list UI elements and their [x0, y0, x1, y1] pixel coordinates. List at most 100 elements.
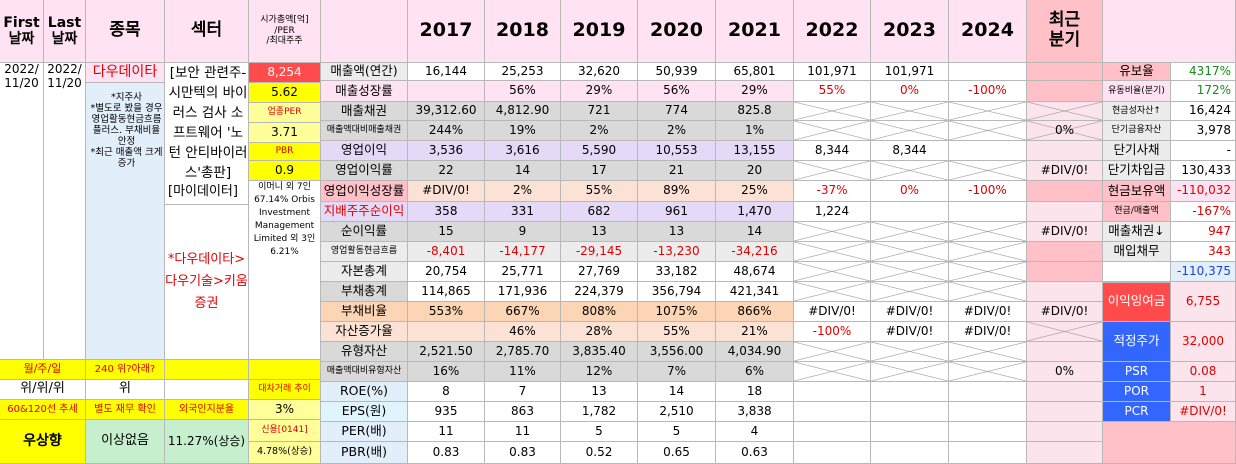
header-year-2018[interactable]: 2018	[485, 0, 561, 63]
row-5-2019[interactable]: 17	[561, 161, 638, 181]
row-12-2022[interactable]: #DIV/0!	[794, 302, 871, 322]
row-16-recent-quarter[interactable]	[1027, 382, 1103, 402]
row-17-2017[interactable]: 935	[408, 402, 485, 422]
row-9-2023[interactable]	[871, 242, 949, 262]
right-value-8[interactable]: 947	[1171, 222, 1236, 242]
row-14-recent-quarter[interactable]	[1027, 342, 1103, 362]
stock-name[interactable]: 다우데이타	[86, 63, 165, 83]
row-19-2019[interactable]: 0.52	[561, 442, 638, 464]
row-2-2017[interactable]: 39,312.60	[408, 102, 485, 121]
row-5-2020[interactable]: 21	[638, 161, 716, 181]
row-0-2017[interactable]: 16,144	[408, 63, 485, 81]
per-value[interactable]: 5.62	[249, 83, 321, 103]
row-9-2019[interactable]: -29,145	[561, 242, 638, 262]
row-14-2022[interactable]	[794, 342, 871, 362]
row-19-2021[interactable]: 0.63	[716, 442, 794, 464]
row-5-2021[interactable]: 20	[716, 161, 794, 181]
row-13-2024[interactable]: #DIV/0!	[949, 322, 1027, 342]
row-0-recent-quarter[interactable]	[1027, 63, 1103, 81]
row-4-2022[interactable]: 8,344	[794, 141, 871, 161]
row-13-2020[interactable]: 55%	[638, 322, 716, 342]
row-1-2022[interactable]: 55%	[794, 81, 871, 102]
row-9-2022[interactable]	[794, 242, 871, 262]
row-4-2024[interactable]	[949, 141, 1027, 161]
row-4-recent-quarter[interactable]	[1027, 141, 1103, 161]
row-11-2017[interactable]: 114,865	[408, 282, 485, 302]
row-11-2023[interactable]	[871, 282, 949, 302]
row-0-2022[interactable]: 101,971	[794, 63, 871, 81]
row-16-2020[interactable]: 14	[638, 382, 716, 402]
right-value-2[interactable]: 16,424	[1171, 102, 1236, 121]
row-14-2021[interactable]: 4,034.90	[716, 342, 794, 362]
row-8-2019[interactable]: 13	[561, 222, 638, 242]
row-2-2019[interactable]: 721	[561, 102, 638, 121]
row-17-2020[interactable]: 2,510	[638, 402, 716, 422]
row-10-2019[interactable]: 27,769	[561, 262, 638, 282]
row-16-2021[interactable]: 18	[716, 382, 794, 402]
row-9-2017[interactable]: -8,401	[408, 242, 485, 262]
header-year-2021[interactable]: 2021	[716, 0, 794, 63]
row-4-2021[interactable]: 13,155	[716, 141, 794, 161]
header-year-2024[interactable]: 2024	[949, 0, 1027, 63]
right-value-7[interactable]: -167%	[1171, 202, 1236, 222]
row-9-recent-quarter[interactable]	[1027, 242, 1103, 262]
separate-value[interactable]: 이상없음	[86, 420, 165, 464]
fair-price-value[interactable]: 32,000	[1171, 322, 1236, 362]
row-15-2020[interactable]: 7%	[638, 362, 716, 382]
row-6-2023[interactable]: 0%	[871, 181, 949, 202]
row-18-2019[interactable]: 5	[561, 422, 638, 442]
row-13-2018[interactable]: 46%	[485, 322, 561, 342]
header-year-2017[interactable]: 2017	[408, 0, 485, 63]
row-13-2022[interactable]: -100%	[794, 322, 871, 342]
row-7-recent-quarter[interactable]	[1027, 202, 1103, 222]
row-8-2022[interactable]	[794, 222, 871, 242]
row-1-2021[interactable]: 29%	[716, 81, 794, 102]
row-7-2022[interactable]: 1,224	[794, 202, 871, 222]
pbr-value[interactable]: 0.9	[249, 161, 321, 181]
row-19-2022[interactable]	[794, 442, 871, 464]
row-7-2023[interactable]	[871, 202, 949, 222]
row-6-recent-quarter[interactable]	[1027, 181, 1103, 202]
last-date-value[interactable]: 2022/ 11/20	[44, 63, 86, 360]
row-16-2017[interactable]: 8	[408, 382, 485, 402]
row-17-2024[interactable]	[949, 402, 1027, 422]
header-year-2022[interactable]: 2022	[794, 0, 871, 63]
row-3-2024[interactable]	[949, 121, 1027, 141]
row-13-2021[interactable]: 21%	[716, 322, 794, 342]
position-value[interactable]: 위	[86, 380, 165, 400]
row-6-2022[interactable]: -37%	[794, 181, 871, 202]
row-11-2018[interactable]: 171,936	[485, 282, 561, 302]
row-10-2022[interactable]	[794, 262, 871, 282]
row-1-2023[interactable]: 0%	[871, 81, 949, 102]
right-value-1[interactable]: 172%	[1171, 81, 1236, 102]
row-0-2024[interactable]	[949, 63, 1027, 81]
first-date-value[interactable]: 2022/ 11/20	[0, 63, 44, 360]
row-13-2019[interactable]: 28%	[561, 322, 638, 342]
row-17-2022[interactable]	[794, 402, 871, 422]
row-10-2020[interactable]: 33,182	[638, 262, 716, 282]
row-19-2020[interactable]: 0.65	[638, 442, 716, 464]
row-6-2017[interactable]: #DIV/0!	[408, 181, 485, 202]
row-0-2018[interactable]: 25,253	[485, 63, 561, 81]
row-7-2019[interactable]: 682	[561, 202, 638, 222]
row-12-2019[interactable]: 808%	[561, 302, 638, 322]
row-12-2023[interactable]: #DIV/0!	[871, 302, 949, 322]
row-5-2024[interactable]	[949, 161, 1027, 181]
row-9-2021[interactable]: -34,216	[716, 242, 794, 262]
header-year-2023[interactable]: 2023	[871, 0, 949, 63]
row-12-2024[interactable]: #DIV/0!	[949, 302, 1027, 322]
row-12-recent-quarter[interactable]: #DIV/0!	[1027, 302, 1103, 322]
row-2-2018[interactable]: 4,812.90	[485, 102, 561, 121]
row-10-2017[interactable]: 20,754	[408, 262, 485, 282]
row-7-2018[interactable]: 331	[485, 202, 561, 222]
row-9-2018[interactable]: -14,177	[485, 242, 561, 262]
header-cap-per[interactable]: 시가총액[억] /PER /최대주주	[249, 0, 321, 63]
row-15-recent-quarter[interactable]: 0%	[1027, 362, 1103, 382]
row-8-2024[interactable]	[949, 222, 1027, 242]
row-3-2023[interactable]	[871, 121, 949, 141]
row-19-recent-quarter[interactable]	[1027, 442, 1103, 464]
right-value-10[interactable]: -110,375	[1171, 262, 1236, 282]
row-8-2020[interactable]: 13	[638, 222, 716, 242]
row-11-2024[interactable]	[949, 282, 1027, 302]
right-value-0[interactable]: 4317%	[1171, 63, 1236, 81]
